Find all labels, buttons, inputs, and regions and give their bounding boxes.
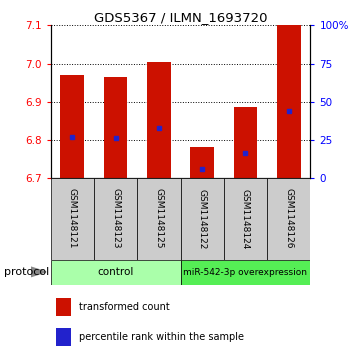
Text: GSM1148125: GSM1148125 xyxy=(155,188,163,249)
FancyBboxPatch shape xyxy=(267,178,310,260)
Bar xyxy=(104,77,127,178)
Text: protocol: protocol xyxy=(4,267,49,277)
Text: GSM1148121: GSM1148121 xyxy=(68,188,77,249)
Text: miR-542-3p overexpression: miR-542-3p overexpression xyxy=(183,268,308,277)
Text: percentile rank within the sample: percentile rank within the sample xyxy=(79,332,244,342)
FancyBboxPatch shape xyxy=(224,178,267,260)
Text: transformed count: transformed count xyxy=(79,302,170,312)
FancyBboxPatch shape xyxy=(51,260,180,285)
Bar xyxy=(147,62,171,178)
Text: GSM1148122: GSM1148122 xyxy=(198,188,206,249)
Text: GSM1148124: GSM1148124 xyxy=(241,188,250,249)
Title: GDS5367 / ILMN_1693720: GDS5367 / ILMN_1693720 xyxy=(94,11,267,24)
Bar xyxy=(234,107,257,178)
Bar xyxy=(56,298,71,316)
Bar xyxy=(277,25,301,178)
Bar xyxy=(190,147,214,178)
Polygon shape xyxy=(31,267,46,277)
Text: control: control xyxy=(97,267,134,277)
Text: GSM1148123: GSM1148123 xyxy=(111,188,120,249)
Bar xyxy=(60,75,84,178)
FancyBboxPatch shape xyxy=(180,178,224,260)
FancyBboxPatch shape xyxy=(137,178,180,260)
Bar xyxy=(56,328,71,346)
FancyBboxPatch shape xyxy=(180,260,310,285)
Text: GSM1148126: GSM1148126 xyxy=(284,188,293,249)
FancyBboxPatch shape xyxy=(51,178,94,260)
FancyBboxPatch shape xyxy=(94,178,137,260)
